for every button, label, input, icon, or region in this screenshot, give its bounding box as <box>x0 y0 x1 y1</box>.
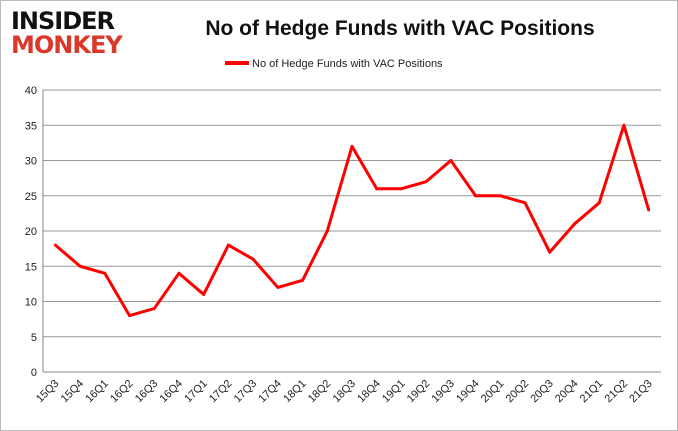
data-point <box>301 278 305 282</box>
data-point <box>647 208 651 212</box>
x-tick-label: 15Q3 <box>34 378 62 406</box>
logo-line1: INSIDER <box>11 7 115 35</box>
x-tick-label: 18Q4 <box>355 378 383 406</box>
data-point <box>474 194 478 198</box>
x-tick-label: 17Q4 <box>256 378 284 406</box>
y-tick-label: 40 <box>25 85 37 97</box>
x-tick-label: 21Q1 <box>578 378 606 406</box>
y-tick-label: 5 <box>31 332 37 344</box>
data-point <box>597 201 601 205</box>
data-point <box>226 243 230 247</box>
x-tick-label: 16Q3 <box>133 378 161 406</box>
data-point <box>572 222 576 226</box>
data-point <box>622 123 626 127</box>
data-point <box>548 250 552 254</box>
data-point <box>498 194 502 198</box>
data-point <box>350 144 354 148</box>
x-tick-label: 19Q3 <box>429 378 457 406</box>
x-tick-label: 20Q4 <box>553 378 581 406</box>
x-tick-label: 19Q4 <box>454 378 482 406</box>
data-point <box>523 201 527 205</box>
x-tick-label: 16Q2 <box>108 378 136 406</box>
x-tick-label: 17Q3 <box>232 378 260 406</box>
data-point <box>202 292 206 296</box>
data-point <box>177 271 181 275</box>
y-tick-label: 0 <box>31 367 37 379</box>
data-point <box>424 180 428 184</box>
x-tick-label: 19Q1 <box>380 378 408 406</box>
y-tick-label: 10 <box>25 297 37 309</box>
chart-title: No of Hedge Funds with VAC Positions <box>205 17 595 40</box>
x-tick-label: 18Q1 <box>281 378 309 406</box>
x-tick-label: 20Q1 <box>479 378 507 406</box>
data-point <box>78 264 82 268</box>
insider-monkey-logo: INSIDER MONKEY <box>11 7 123 59</box>
series-line <box>54 123 651 318</box>
y-tick-label: 15 <box>25 261 37 273</box>
data-point <box>325 229 329 233</box>
logo-line2: MONKEY <box>11 31 123 59</box>
x-tick-label: 18Q2 <box>306 378 334 406</box>
x-tick-label: 21Q2 <box>603 378 631 406</box>
data-point <box>53 243 57 247</box>
data-point <box>103 271 107 275</box>
x-tick-label: 16Q1 <box>83 378 111 406</box>
legend-label: No of Hedge Funds with VAC Positions <box>252 58 443 70</box>
x-tick-label: 18Q3 <box>331 378 359 406</box>
data-point <box>375 187 379 191</box>
x-tick-label: 15Q4 <box>59 378 87 406</box>
y-tick-label: 25 <box>25 191 37 203</box>
x-tick-label: 17Q1 <box>182 378 210 406</box>
y-tick-label: 20 <box>25 226 37 238</box>
data-point <box>251 257 255 261</box>
x-tick-label: 21Q3 <box>627 378 655 406</box>
x-tick-label: 20Q2 <box>504 378 532 406</box>
y-tick-label: 35 <box>25 120 37 132</box>
y-tick-label: 30 <box>25 156 37 168</box>
data-point <box>399 187 403 191</box>
x-tick-label: 20Q3 <box>528 378 556 406</box>
data-point <box>128 314 132 318</box>
x-tick-label: 19Q2 <box>405 378 433 406</box>
x-tick-label: 16Q4 <box>158 378 186 406</box>
data-point <box>449 159 453 162</box>
data-point <box>276 285 280 289</box>
data-point <box>152 307 156 311</box>
x-tick-label: 17Q2 <box>207 378 235 406</box>
